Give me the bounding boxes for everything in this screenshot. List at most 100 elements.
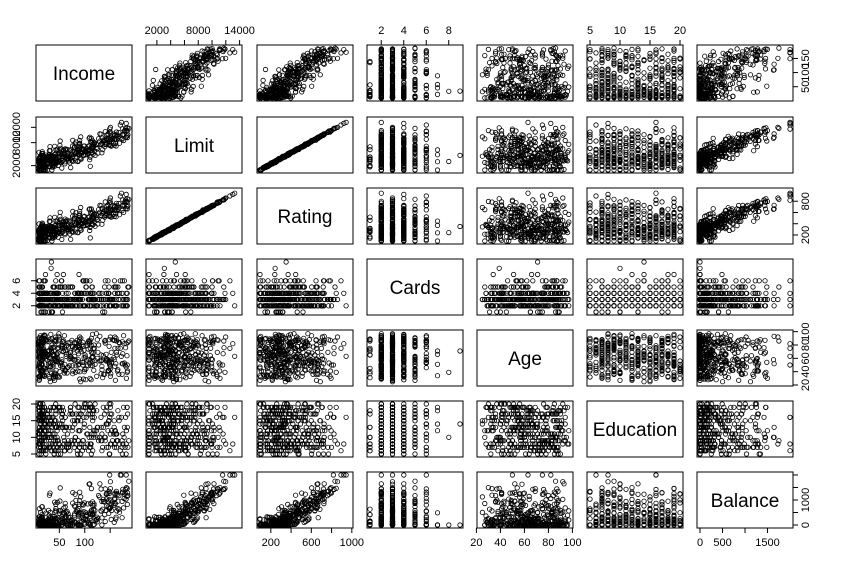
data-point (176, 62, 182, 68)
data-point (191, 53, 197, 59)
data-point (671, 125, 677, 131)
data-point (457, 88, 463, 94)
data-point (412, 66, 418, 72)
data-point (401, 120, 407, 127)
data-point (489, 55, 495, 62)
data-point (367, 82, 373, 88)
data-point (158, 85, 164, 91)
data-point (485, 46, 491, 53)
data-point (611, 125, 617, 131)
data-point (57, 142, 63, 149)
data-point (165, 67, 171, 73)
data-point (562, 137, 568, 144)
data-point (747, 61, 753, 67)
data-point (367, 147, 373, 153)
data-point (162, 88, 169, 95)
data-point (434, 147, 441, 153)
data-point (227, 50, 233, 56)
data-point (188, 68, 194, 74)
data-point (762, 135, 769, 141)
data-point (677, 75, 683, 81)
data-point (182, 86, 188, 92)
data-point (214, 52, 220, 58)
data-point (423, 122, 429, 128)
data-point (697, 60, 703, 66)
data-point (300, 86, 306, 92)
scatter-panel-income-vs-education (586, 44, 684, 102)
data-point (434, 73, 441, 79)
data-point (446, 158, 452, 165)
data-point (68, 165, 74, 171)
scatter-panel-income-vs-rating (256, 44, 354, 102)
data-point (787, 56, 793, 62)
data-point (762, 66, 769, 72)
data-point (500, 65, 506, 71)
data-point (641, 132, 647, 138)
data-point (635, 70, 641, 76)
scatter-panel-limit-vs-income (35, 116, 133, 174)
data-point (566, 141, 572, 147)
data-point (173, 91, 179, 97)
data-point (527, 52, 534, 58)
data-point (702, 53, 708, 59)
data-point (276, 67, 282, 73)
data-point (647, 53, 653, 59)
data-point (87, 163, 93, 169)
data-point (734, 151, 740, 157)
data-point (562, 48, 568, 54)
scatter-panel-limit-vs-rating (256, 116, 354, 174)
data-point (189, 70, 195, 76)
data-point (703, 58, 709, 64)
data-point (677, 135, 683, 141)
data-point (209, 57, 216, 63)
variable-label: Income (53, 64, 115, 85)
data-point (190, 55, 196, 61)
data-point (507, 60, 513, 66)
data-point (532, 129, 538, 135)
data-point (59, 165, 65, 171)
data-point (771, 61, 777, 67)
scatter-panel-limit-vs-education (586, 116, 684, 174)
data-point (260, 77, 266, 84)
data-point (178, 71, 184, 77)
panel-border (256, 44, 354, 102)
data-point (153, 66, 159, 73)
data-point (157, 81, 163, 87)
data-point (309, 83, 315, 89)
data-point (617, 48, 623, 54)
data-point (149, 82, 155, 88)
data-point (57, 138, 63, 144)
data-point (555, 62, 561, 69)
data-point (677, 64, 683, 70)
data-point (525, 119, 531, 126)
data-point (154, 87, 160, 93)
data-point (262, 66, 269, 73)
data-point (560, 124, 566, 131)
data-point (165, 93, 171, 99)
data-point (197, 66, 203, 72)
data-point (457, 152, 463, 158)
scatter-panel-limit-vs-age (476, 116, 574, 174)
data-point (220, 56, 226, 62)
data-point (178, 73, 184, 79)
data-point (647, 65, 653, 71)
data-point (123, 120, 129, 127)
data-point (401, 125, 407, 131)
variable-label: Limit (174, 136, 215, 157)
data-point (202, 54, 208, 60)
data-point (412, 125, 418, 131)
data-point (776, 125, 782, 131)
data-point (188, 89, 194, 95)
data-point (299, 89, 305, 95)
data-point (641, 70, 647, 76)
data-point (764, 138, 770, 144)
data-point (204, 60, 210, 66)
data-point (423, 136, 429, 142)
data-point (167, 93, 173, 100)
data-point (123, 191, 129, 197)
data-point (189, 86, 195, 92)
data-point (206, 72, 212, 78)
data-point (203, 57, 209, 64)
data-point (221, 45, 227, 51)
